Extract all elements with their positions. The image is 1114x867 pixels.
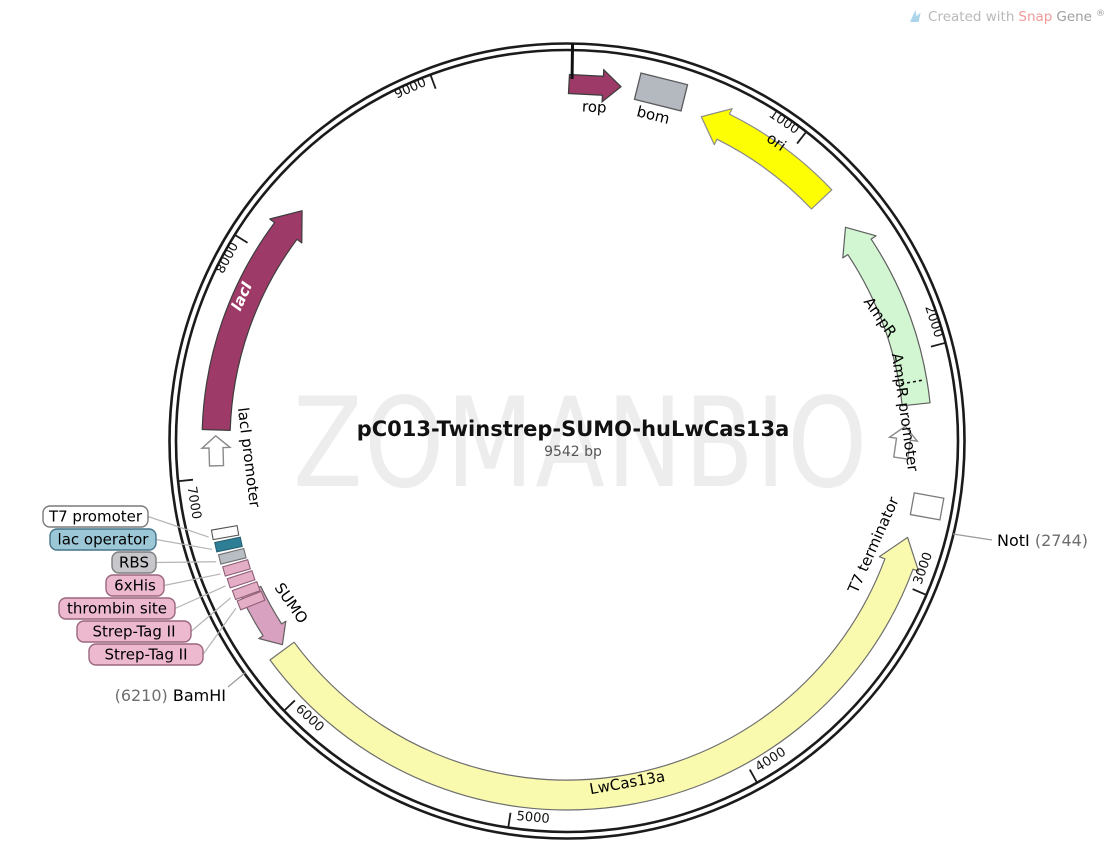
feature-thrombin-site-glyph <box>226 570 256 589</box>
tick-4000 <box>749 769 758 783</box>
leader-line-6xhis <box>163 573 221 587</box>
feature-6xhis-glyph <box>222 559 251 577</box>
tick-8000 <box>235 234 248 244</box>
feature-laci <box>201 210 303 431</box>
feature-strep-tag-ii-glyph <box>231 580 261 601</box>
credit-brand-snap: Snap <box>1018 9 1053 25</box>
feature-strep-tag-ii-glyph <box>236 590 266 611</box>
feature-t7-promoter-glyph <box>210 524 240 541</box>
feature-bom-glyph <box>633 72 689 112</box>
feature-label-rbs: RBS <box>119 554 149 572</box>
feature-label-box-6xhis <box>105 574 165 597</box>
feature-ampr-segment-divider <box>901 379 925 385</box>
site-label-noti: NotI (2744) <box>997 531 1088 550</box>
feature-label-thrombin-site: thrombin site <box>67 600 167 618</box>
plasmid-size: 9542 bp <box>544 444 602 460</box>
leader-line-thrombin-site <box>174 585 226 610</box>
credit-registered-mark: ® <box>1096 9 1105 19</box>
feature-label-box-strep-tag-ii <box>88 643 204 666</box>
feature-label-t7-promoter: T7 promoter <box>48 508 143 526</box>
feature-label-box-thrombin-site <box>58 597 176 620</box>
feature-ori <box>700 108 833 210</box>
leader-line-rbs <box>155 561 217 564</box>
site-label-bamhi: (6210) BamHI <box>115 686 226 705</box>
credit-prefix: Created with <box>928 9 1015 25</box>
feature-label-box-strep-tag-ii <box>76 620 192 643</box>
leader-line-strep-tag-ii <box>202 607 237 655</box>
snapgene-bolt-icon <box>910 10 921 22</box>
watermark: ZOMANBIO <box>293 372 869 516</box>
plasmid-title-block: pC013-Twinstrep-SUMO-huLwCas13a 9542 bp <box>357 417 790 460</box>
tick-3000 <box>912 588 926 596</box>
leader-line-lac-operator <box>155 538 213 551</box>
tick-9000 <box>429 75 437 90</box>
feature-rop-glyph <box>567 68 622 104</box>
credit-brand-gene: Gene <box>1056 9 1092 25</box>
leader-line-strep-tag-ii <box>190 597 232 632</box>
feature-label-box-rbs <box>111 551 157 574</box>
feature-lac-operator-glyph <box>214 536 243 553</box>
tick-label-8000: 8000 <box>213 240 242 276</box>
feature-lwcas13a <box>269 536 920 811</box>
plasmid-name: pC013-Twinstrep-SUMO-huLwCas13a <box>356 417 790 441</box>
site-leader-noti <box>952 533 993 541</box>
feature-label-strep-tag-ii: Strep-Tag II <box>104 646 187 664</box>
feature-rbs-glyph <box>217 547 247 565</box>
tick-7000 <box>178 478 194 483</box>
leader-line-t7-promoter <box>147 515 209 538</box>
feature-label-lac-operator: lac operator <box>58 531 150 549</box>
tick-label-5000: 5000 <box>516 809 550 827</box>
feature-ampr-promoter-glyph <box>887 425 919 460</box>
feature-label-6xhis: 6xHis <box>114 577 156 595</box>
feature-ampr <box>842 226 931 407</box>
tick-label-7000: 7000 <box>183 485 203 520</box>
feature-label-strep-tag-ii: Strep-Tag II <box>92 623 175 641</box>
backbone-outer-circle <box>168 42 966 840</box>
site-leader-bamhi <box>227 671 247 688</box>
feature-label-box-lac-operator <box>49 528 157 551</box>
tick-5000 <box>507 812 512 827</box>
feature-label-box-t7-promoter <box>42 505 149 528</box>
feature-laci-promoter-glyph <box>200 434 232 467</box>
feature-label-rop: rop <box>582 97 607 116</box>
feature-t7-terminator-glyph <box>909 492 945 521</box>
backbone-inner-circle <box>174 48 960 834</box>
tick-2000 <box>930 342 945 348</box>
tick-6000 <box>284 699 296 711</box>
tick-1000 <box>796 131 807 145</box>
feature-label-laci-promoter: lacI promoter <box>234 406 264 509</box>
snapgene-credit: Created with Snap Gene ® <box>908 8 1105 26</box>
tick-label-9000: 9000 <box>392 75 428 102</box>
